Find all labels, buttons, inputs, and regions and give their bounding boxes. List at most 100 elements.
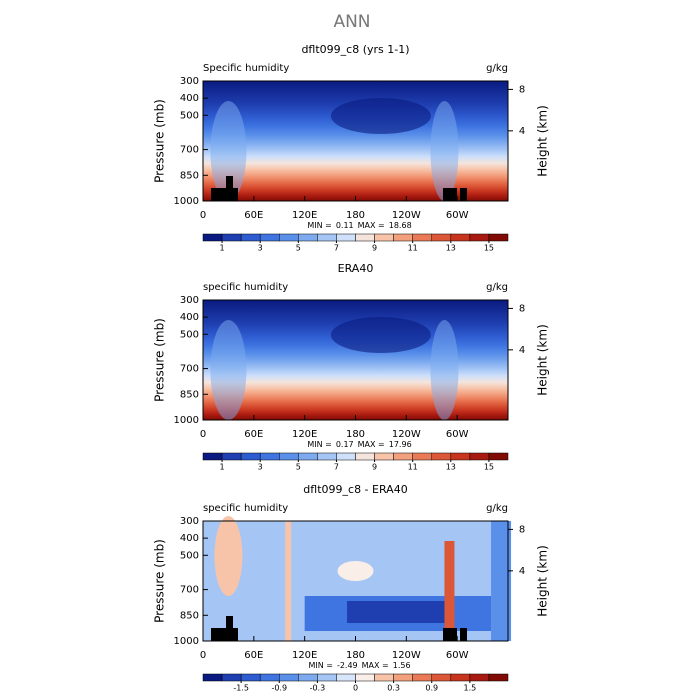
x-tick-label: 60W [446, 429, 469, 440]
field-plume [430, 320, 459, 420]
colorbar-box [450, 673, 471, 682]
colorbar-box [221, 452, 242, 461]
panel-title: dflt099_c8 (yrs 1-1) [301, 43, 409, 56]
stats-max: 17.96 [389, 440, 412, 449]
colorbar-box [412, 452, 432, 461]
colorbar-box [202, 233, 223, 242]
colorbar-box [431, 233, 452, 242]
field-dry [330, 98, 431, 134]
field-stripe [444, 541, 455, 641]
x-tick-label: 120W [392, 650, 421, 661]
topography [443, 188, 457, 201]
x-tick-label: 60W [446, 210, 469, 221]
colorbar-box [202, 452, 223, 461]
colorbar-box [202, 673, 223, 682]
field-label: Specific humidity [203, 63, 289, 74]
colorbar-box [488, 233, 509, 242]
y-tick-label: 700 [180, 145, 199, 156]
y-tick-label: 300 [180, 76, 199, 87]
colorbar-label: -0.9 [271, 684, 287, 693]
y-tick-label: 1000 [174, 415, 199, 426]
field-patch [337, 561, 374, 581]
x-tick-label: 60E [244, 429, 263, 440]
units: g/kg [486, 282, 508, 293]
colorbar-box [469, 233, 490, 242]
y-tick-label: 500 [180, 550, 199, 561]
topography [443, 628, 457, 641]
panel: dflt099_c8 (yrs 1-1) Specific humidity g/k… [153, 43, 550, 253]
colorbar-box [355, 673, 375, 682]
y2-axis-label: Height (km) [536, 324, 550, 395]
x-tick-label: 120E [292, 650, 317, 661]
stats-min-label: MIN = [307, 440, 332, 449]
colorbar-box [412, 673, 432, 682]
y-tick-label: 400 [180, 312, 199, 323]
colorbar-box [450, 452, 471, 461]
y-tick-label: 850 [180, 389, 199, 400]
units: g/kg [486, 63, 508, 74]
field-stripe [491, 521, 512, 641]
colorbar-label: 1 [220, 244, 225, 253]
field-band [347, 601, 449, 623]
colorbar-label: 13 [446, 244, 456, 253]
field-plume [430, 101, 459, 201]
colorbar-label: 7 [334, 463, 339, 472]
colorbar-box [279, 233, 299, 242]
x-tick-label: 0 [200, 429, 206, 440]
y2-tick-label: 8 [519, 84, 525, 95]
x-tick-label: 180 [346, 650, 365, 661]
colorbar-box [336, 233, 356, 242]
y-tick-label: 300 [180, 516, 199, 527]
stats-min-label: MIN = [307, 221, 332, 230]
field-patch [214, 516, 243, 596]
x-tick-label: 120E [292, 429, 317, 440]
x-tick-label: 0 [200, 650, 206, 661]
stats-max-label: MAX = [362, 661, 389, 670]
topography [226, 616, 233, 641]
field-plume [210, 320, 247, 420]
field [203, 81, 508, 201]
field-plume [210, 101, 247, 201]
colorbar-label: 7 [334, 244, 339, 253]
stats-min: -2.49 [337, 661, 358, 670]
field-label: specific humidity [203, 282, 288, 293]
colorbar-label: 15 [484, 244, 494, 253]
colorbar-box [431, 452, 452, 461]
y-tick-label: 400 [180, 533, 199, 544]
stats-max-label: MAX = [358, 440, 385, 449]
x-tick-label: 120W [392, 210, 421, 221]
y-tick-label: 700 [180, 364, 199, 375]
stats: MIN = 0.17 MAX = 17.96 [307, 440, 411, 449]
colorbar-label: 3 [258, 244, 263, 253]
colorbar-box [240, 452, 261, 461]
colorbar-box [393, 673, 413, 682]
panel-title: dflt099_c8 - ERA40 [303, 483, 407, 496]
y-tick-label: 850 [180, 610, 199, 621]
colorbar-box [317, 673, 337, 682]
x-tick-label: 180 [346, 210, 365, 221]
colorbar-box [412, 233, 432, 242]
y-tick-label: 400 [180, 93, 199, 104]
colorbar-box [393, 452, 413, 461]
colorbar-box [469, 452, 490, 461]
panel: ERA40 specific humidity g/kg Pressure (mb) H… [153, 262, 550, 472]
colorbar-box [374, 673, 394, 682]
colorbar-box [374, 233, 394, 242]
x-tick-label: 180 [346, 429, 365, 440]
y2-axis-label: Height (km) [536, 105, 550, 176]
x-tick-label: 0 [200, 210, 206, 221]
x-tick-label: 60E [244, 210, 263, 221]
colorbar-box [298, 673, 318, 682]
x-tick-label: 120W [392, 429, 421, 440]
colorbar-label: 15 [484, 463, 494, 472]
y-tick-label: 500 [180, 329, 199, 340]
stats-max-label: MAX = [358, 221, 385, 230]
field-dry [330, 317, 431, 353]
colorbar-label: 1 [220, 463, 225, 472]
colorbar-box [355, 452, 375, 461]
colorbar-box [393, 233, 413, 242]
colorbar-box [240, 673, 261, 682]
colorbar-box [259, 452, 280, 461]
y-tick-label: 1000 [174, 636, 199, 647]
colorbar-label: 5 [296, 244, 301, 253]
